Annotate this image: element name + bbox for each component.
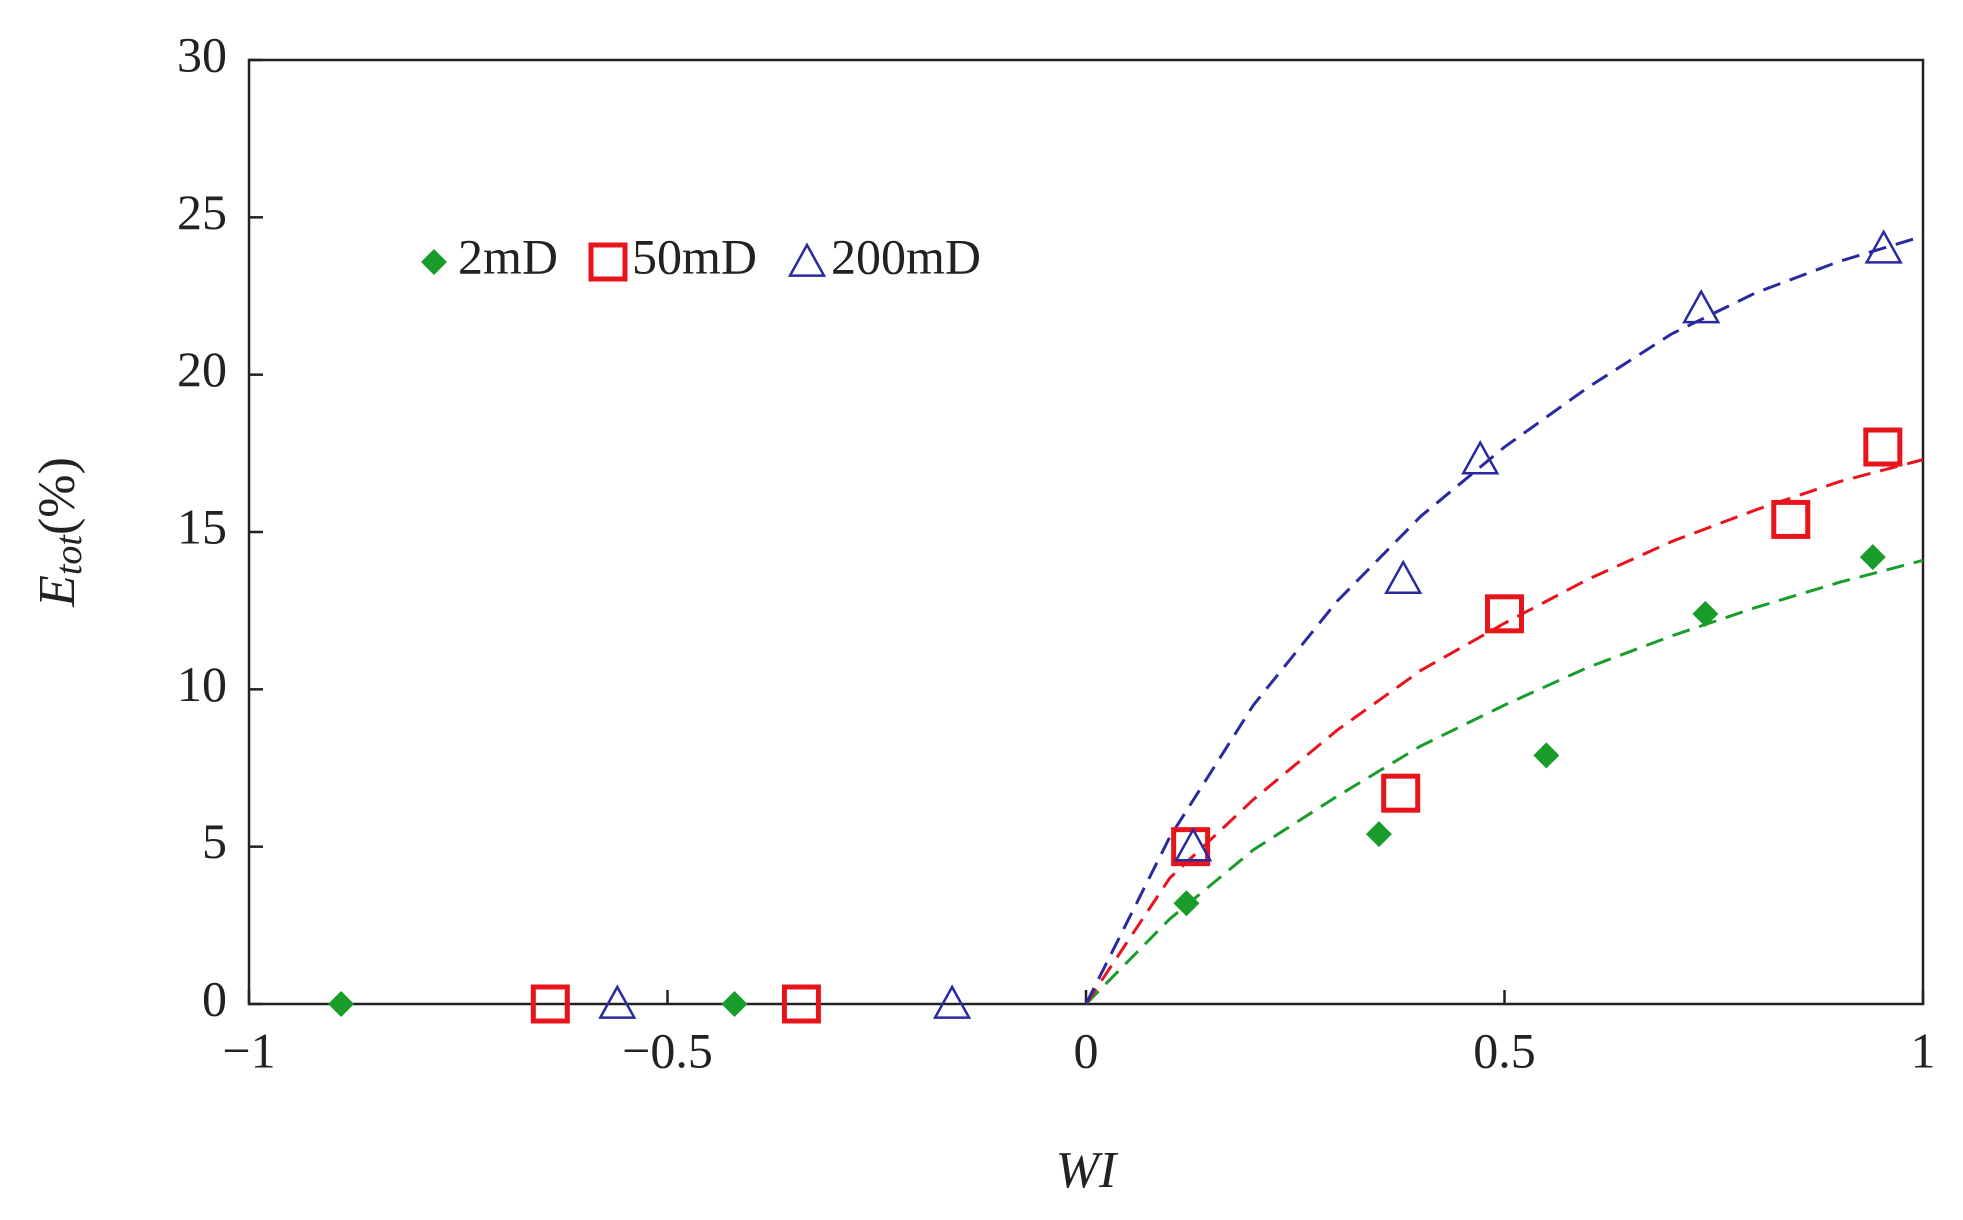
square-marker	[1485, 594, 1524, 634]
diamond-marker	[421, 249, 447, 275]
square-marker	[1863, 427, 1903, 467]
plot-frame	[247, 58, 1925, 1006]
x-tick-label: 0.5	[1473, 1022, 1536, 1078]
x-tick-label: −0.5	[622, 1022, 713, 1078]
x-axis-label: WI	[1056, 1142, 1119, 1199]
y-tick-label: 0	[202, 970, 227, 1026]
y-tick-label: 20	[177, 341, 227, 397]
square-marker	[1771, 499, 1811, 539]
square-marker	[530, 984, 570, 1024]
x-tick-label: 0	[1074, 1022, 1099, 1078]
square-marker	[781, 984, 821, 1024]
fit-curve	[1084, 558, 1924, 1006]
diamond-marker	[1692, 600, 1719, 627]
square-marker	[1381, 773, 1421, 813]
triangle-marker	[787, 242, 827, 277]
y-tick-label: 10	[177, 656, 227, 712]
diamond-marker	[721, 991, 748, 1017]
y-label-subscript: tot	[48, 534, 90, 576]
square-marker	[588, 242, 628, 282]
square-marker	[1171, 827, 1211, 867]
triangle-marker	[1461, 440, 1500, 475]
triangle-marker	[1682, 289, 1721, 324]
diamond-marker	[1365, 821, 1392, 848]
y-tick-label: 15	[177, 498, 227, 554]
triangle-marker	[1174, 827, 1213, 862]
fit-curve	[1084, 234, 1924, 1005]
y-tick-label: 5	[202, 813, 227, 869]
diamond-marker	[1173, 890, 1200, 917]
fit-curve	[1084, 458, 1924, 1005]
x-tick-label: 1	[1911, 1022, 1936, 1078]
triangle-marker	[1384, 559, 1423, 595]
y-label-unit: (%)	[29, 457, 86, 535]
diamond-marker	[1533, 742, 1560, 769]
diamond-marker	[1859, 544, 1886, 571]
triangle-marker	[598, 984, 637, 1019]
y-axis-label: Etot(%)	[29, 457, 90, 608]
y-tick-label: 30	[177, 26, 227, 82]
legend-label: 2mD	[458, 228, 558, 284]
triangle-marker	[1864, 229, 1903, 264]
legend-label: 50mD	[632, 228, 757, 284]
diamond-marker	[328, 991, 355, 1017]
legend-label: 200mD	[831, 228, 981, 284]
y-label-symbol: E	[29, 575, 86, 608]
triangle-marker	[932, 984, 972, 1019]
y-tick-label: 25	[177, 184, 227, 240]
x-tick-label: −1	[222, 1022, 275, 1078]
